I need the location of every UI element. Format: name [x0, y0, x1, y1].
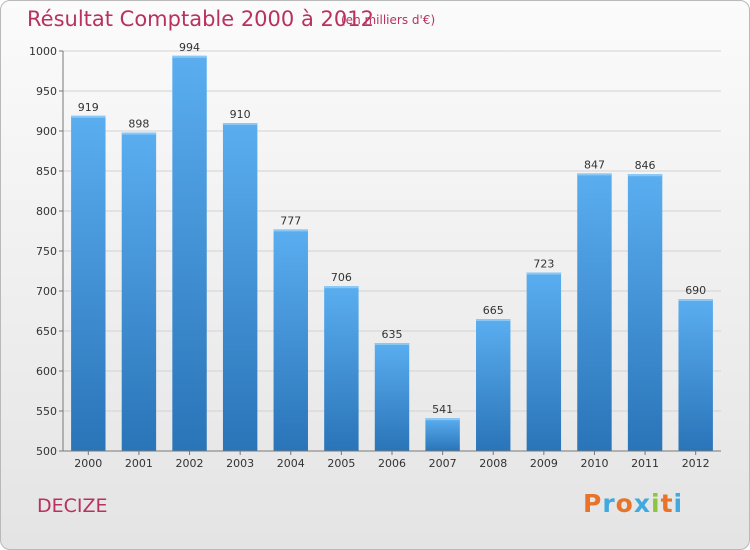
x-tick-label: 2008: [479, 457, 507, 470]
y-tick-label: 750: [36, 245, 57, 258]
data-label: 847: [584, 158, 605, 171]
data-label: 994: [179, 41, 200, 54]
logo-letter: i: [673, 489, 684, 518]
bar-highlight: [121, 132, 157, 135]
x-tick-label: 2009: [530, 457, 558, 470]
bar: [627, 174, 663, 451]
bar: [577, 173, 612, 451]
y-tick-label: 900: [36, 125, 57, 138]
bar: [374, 343, 410, 451]
bar: [526, 272, 562, 451]
x-tick-label: 2010: [580, 457, 608, 470]
bar-highlight: [172, 55, 207, 58]
y-tick-label: 700: [36, 285, 57, 298]
data-label: 635: [382, 328, 403, 341]
data-label: 665: [483, 304, 504, 317]
bar-highlight: [273, 229, 308, 232]
x-tick-label: 2006: [378, 457, 406, 470]
data-label: 898: [128, 118, 149, 131]
data-label: 706: [331, 271, 352, 284]
logo-letter: r: [602, 489, 616, 518]
y-tick-label: 800: [36, 205, 57, 218]
y-tick-label: 550: [36, 405, 57, 418]
x-tick-label: 2004: [277, 457, 305, 470]
y-tick-label: 650: [36, 325, 57, 338]
bar: [121, 132, 157, 451]
proxiti-logo: Proxiti: [583, 489, 683, 518]
bar: [71, 115, 106, 452]
bar: [324, 286, 359, 451]
bar-highlight: [577, 173, 612, 176]
bar: [172, 55, 207, 452]
bar: [678, 299, 713, 451]
bar: [273, 229, 308, 451]
bar-highlight: [425, 418, 460, 421]
y-tick-label: 850: [36, 165, 57, 178]
bar-highlight: [526, 272, 562, 275]
bar: [476, 319, 511, 451]
x-tick-label: 2002: [176, 457, 204, 470]
data-label: 777: [280, 214, 301, 227]
bar-highlight: [222, 123, 258, 125]
x-tick-label: 2000: [74, 457, 102, 470]
city-name: DECIZE: [37, 495, 108, 517]
x-tick-label: 2003: [226, 457, 254, 470]
logo-letter: x: [633, 489, 651, 518]
y-tick-label: 600: [36, 365, 57, 378]
bar-highlight: [374, 343, 410, 345]
x-tick-label: 2012: [682, 457, 710, 470]
data-label: 541: [432, 403, 453, 416]
data-label: 690: [685, 284, 706, 297]
data-label: 910: [230, 108, 251, 121]
logo-letter: o: [615, 489, 634, 518]
logo-letter: t: [660, 489, 674, 518]
y-tick-label: 1000: [29, 45, 57, 58]
bar-highlight: [627, 174, 663, 177]
bar: [222, 123, 258, 451]
bar-highlight: [324, 286, 359, 289]
y-tick-label: 950: [36, 85, 57, 98]
bar-highlight: [476, 319, 511, 321]
x-tick-label: 2011: [631, 457, 659, 470]
x-tick-label: 2001: [125, 457, 153, 470]
bar: [425, 418, 460, 451]
logo-letter: i: [651, 489, 661, 518]
bar-highlight: [678, 299, 713, 301]
logo-letter: P: [583, 489, 603, 518]
data-label: 919: [78, 101, 99, 114]
y-tick-label: 500: [36, 445, 57, 458]
data-label: 723: [533, 258, 554, 271]
chart-subtitle: (en milliers d'€): [341, 13, 436, 27]
data-label: 846: [635, 159, 656, 172]
x-tick-label: 2007: [429, 457, 457, 470]
bar-highlight: [71, 115, 106, 118]
x-tick-label: 2005: [327, 457, 355, 470]
chart-title: Résultat Comptable 2000 à 2012: [27, 7, 374, 31]
